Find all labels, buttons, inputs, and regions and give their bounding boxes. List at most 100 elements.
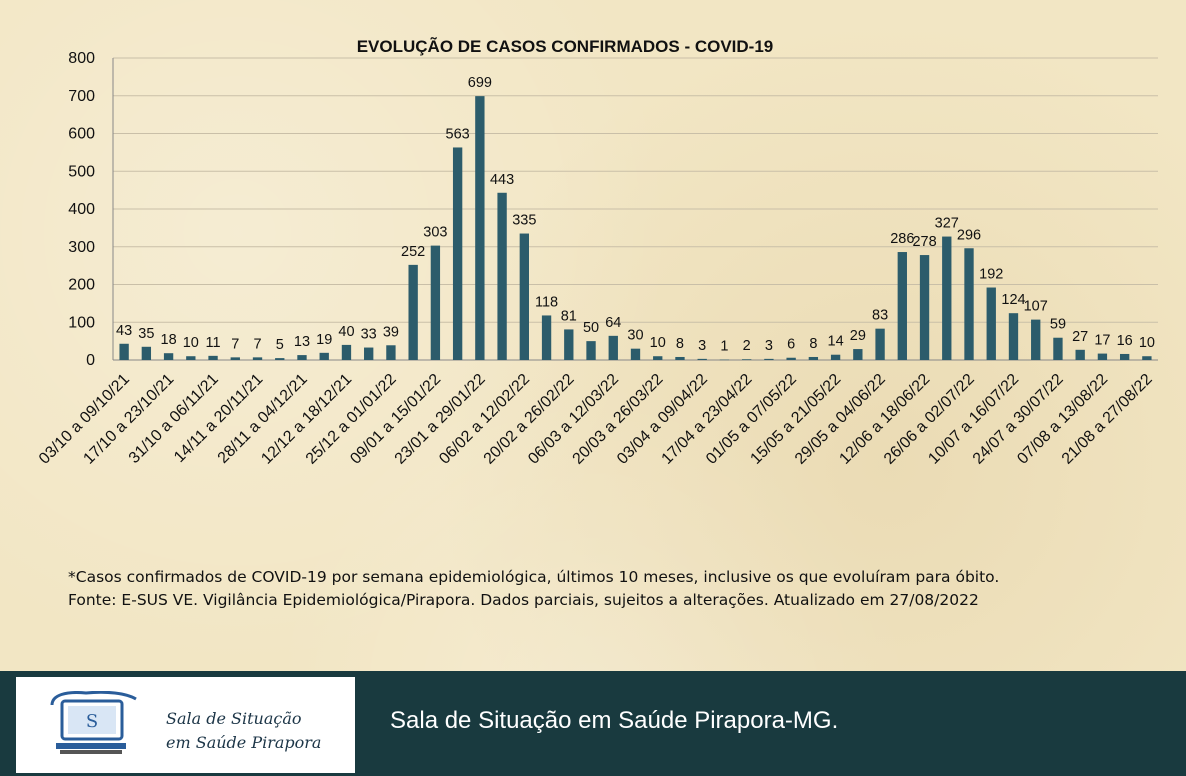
bar (586, 341, 596, 360)
data-label: 7 (253, 336, 261, 352)
y-tick-label: 100 (68, 314, 95, 331)
bar (653, 356, 663, 360)
bar (942, 236, 952, 360)
y-tick-label: 400 (68, 201, 95, 218)
bar (697, 358, 707, 360)
bar (830, 354, 841, 360)
chart-title: EVOLUÇÃO DE CASOS CONFIRMADOS - COVID-19 (357, 36, 774, 56)
data-label: 3 (698, 338, 706, 354)
data-label: 39 (383, 324, 399, 340)
data-label: 33 (361, 327, 377, 343)
bar (408, 264, 418, 360)
data-label: 17 (1094, 333, 1110, 349)
footer-bar: S Sala de Situação em Saúde Pirapora Sal… (0, 671, 1186, 776)
data-label: 59 (1050, 317, 1066, 333)
data-label: 50 (583, 320, 599, 336)
bar (1142, 356, 1152, 360)
bar (141, 346, 152, 360)
bar (608, 335, 618, 360)
bar (475, 96, 485, 360)
data-label: 16 (1117, 333, 1133, 349)
data-label: 192 (979, 267, 1003, 283)
source-text: Fonte: E-SUS VE. Vigilância Epidemiológi… (68, 591, 979, 609)
data-label: 443 (490, 172, 514, 188)
bar (341, 344, 352, 360)
bar (519, 233, 529, 360)
bar (364, 347, 374, 360)
data-label: 10 (183, 335, 199, 351)
bar (986, 287, 996, 360)
data-label: 18 (161, 332, 177, 348)
bar (319, 352, 329, 360)
bar (964, 248, 974, 360)
data-label: 13 (294, 334, 310, 350)
data-label: 64 (605, 315, 621, 331)
data-label: 8 (809, 336, 817, 352)
y-tick-label: 300 (68, 239, 95, 256)
data-label: 11 (206, 335, 221, 351)
y-tick-label: 200 (68, 277, 95, 294)
bar (1075, 349, 1085, 360)
footer-title: Sala de Situação em Saúde Pirapora-MG. (390, 707, 839, 734)
bar (541, 315, 552, 360)
data-label: 8 (676, 336, 684, 352)
bar (1119, 353, 1130, 360)
data-label: 81 (561, 308, 577, 324)
bar (675, 356, 685, 360)
bar (1097, 353, 1108, 360)
data-label: 107 (1024, 299, 1048, 315)
logo: S Sala de Situação em Saúde Pirapora (16, 677, 355, 773)
y-tick-label: 600 (68, 126, 95, 143)
data-label: 30 (627, 328, 643, 344)
data-label: 1 (720, 339, 728, 355)
data-label: 19 (316, 332, 332, 348)
bar (853, 349, 863, 360)
data-label: 303 (423, 225, 447, 241)
bar (630, 348, 641, 360)
logo-line1: Sala de Situação (166, 709, 302, 728)
axes: 0 100 200 300 400 500 600 700 800 (68, 50, 1158, 369)
data-label: 10 (650, 335, 666, 351)
data-label: 278 (912, 234, 936, 250)
data-label: 335 (512, 213, 536, 229)
data-label: 2 (743, 338, 751, 354)
data-label: 14 (828, 334, 844, 350)
bar (252, 357, 263, 360)
data-label: 40 (338, 324, 354, 340)
bar (1031, 319, 1041, 360)
bar (386, 345, 396, 360)
bar (275, 358, 285, 360)
bar (163, 353, 174, 360)
bar (1008, 313, 1019, 360)
bar (297, 355, 307, 360)
y-tick-label: 800 (68, 50, 95, 67)
bar (452, 147, 463, 360)
y-tick-label: 500 (68, 163, 95, 180)
bar (564, 329, 574, 360)
data-label: 7 (231, 336, 239, 352)
grid-lines (113, 57, 1158, 361)
bar (919, 255, 930, 360)
data-label: 5 (276, 337, 284, 353)
data-label: 10 (1139, 335, 1155, 351)
data-label: 6 (787, 337, 795, 353)
data-label: 699 (468, 75, 492, 91)
covid-cases-chart: EVOLUÇÃO DE CASOS CONFIRMADOS - COVID-19… (36, 36, 1158, 468)
bar (897, 252, 907, 360)
bar (1053, 337, 1063, 360)
data-label: 296 (957, 227, 981, 243)
data-label: 118 (535, 294, 558, 310)
chart-notes: *Casos confirmados de COVID-19 por seman… (68, 566, 1148, 612)
y-tick-label: 0 (86, 352, 95, 369)
monitor-logo-icon: S (50, 691, 137, 754)
bar (808, 356, 819, 360)
data-label: 286 (890, 231, 914, 247)
data-label: 124 (1001, 292, 1025, 308)
bars (119, 96, 1152, 361)
footnote-text: *Casos confirmados de COVID-19 por seman… (68, 568, 1000, 586)
bar (719, 359, 730, 361)
value-labels: 43 35 18 10 11 7 7 5 13 19 40 33 3925230356369944333… (116, 75, 1155, 354)
y-tick-label: 700 (68, 88, 95, 105)
bar (875, 328, 885, 360)
